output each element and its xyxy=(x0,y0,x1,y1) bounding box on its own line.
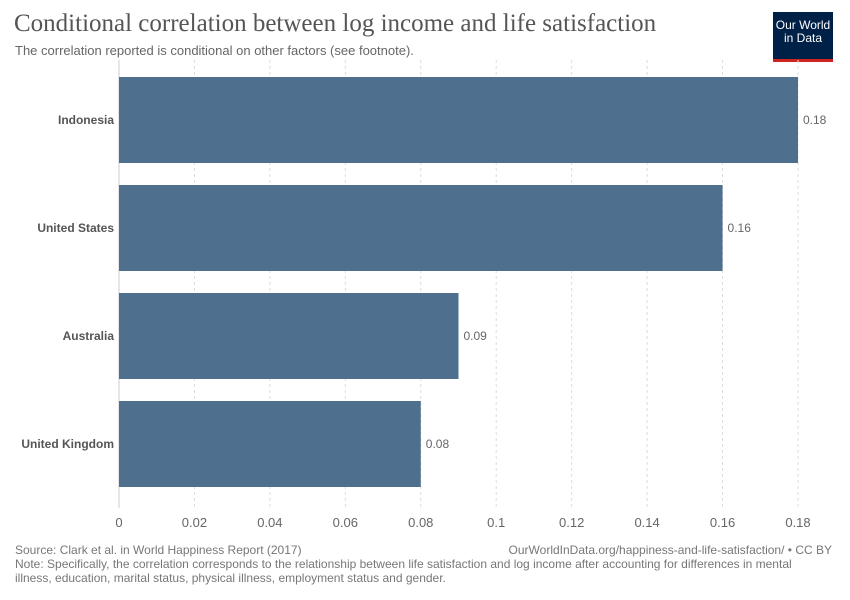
owid-logo[interactable]: Our World in Data xyxy=(773,12,833,62)
x-tick-label: 0.1 xyxy=(487,515,505,530)
x-tick-label: 0.14 xyxy=(634,515,659,530)
bar xyxy=(119,185,723,271)
x-tick-label: 0.08 xyxy=(408,515,433,530)
category-label: United Kingdom xyxy=(21,437,114,451)
value-label: 0.09 xyxy=(464,329,488,343)
x-tick-label: 0.12 xyxy=(559,515,584,530)
value-label: 0.18 xyxy=(803,113,827,127)
x-tick-label: 0.18 xyxy=(785,515,810,530)
logo-line-2: in Data xyxy=(783,31,823,45)
logo-line-1: Our World xyxy=(775,18,831,32)
category-label: Australia xyxy=(63,329,115,343)
chart-title: Conditional correlation between log inco… xyxy=(14,10,657,37)
category-label: Indonesia xyxy=(58,113,114,127)
bar xyxy=(119,401,421,487)
value-label: 0.16 xyxy=(728,221,752,235)
value-label: 0.08 xyxy=(426,437,450,451)
x-tick-label: 0 xyxy=(115,515,122,530)
x-tick-label: 0.06 xyxy=(333,515,358,530)
bar xyxy=(119,77,798,163)
credit-link[interactable]: OurWorldInData.org/happiness-and-life-sa… xyxy=(508,543,832,557)
x-tick-label: 0.04 xyxy=(257,515,282,530)
x-tick-label: 0.16 xyxy=(710,515,735,530)
source-text: Source: Clark et al. in World Happiness … xyxy=(15,543,302,557)
bar-chart: Indonesia 0.18 United States 0.16 Australia 0… xyxy=(21,60,827,530)
footnote: Note: Specifically, the correlation corr… xyxy=(15,557,792,585)
bar xyxy=(119,293,459,379)
x-tick-label: 0.02 xyxy=(182,515,207,530)
category-label: United States xyxy=(37,221,114,235)
chart-subtitle: The correlation reported is conditional … xyxy=(15,43,414,58)
